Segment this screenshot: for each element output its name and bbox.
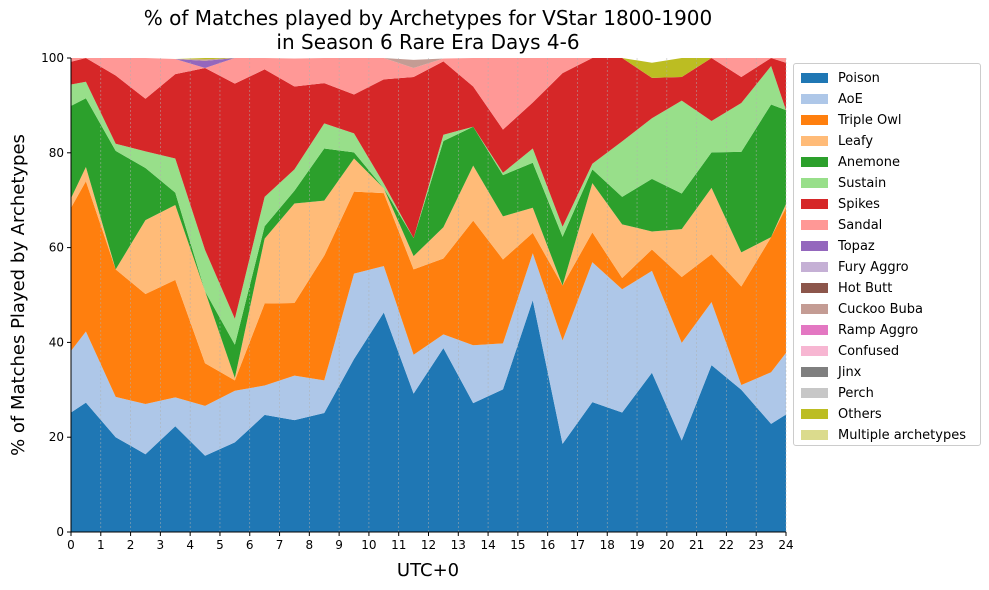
x-tick-label: 12 [421,538,436,552]
legend-swatch [801,346,828,356]
legend-label: Anemone [838,154,900,170]
x-tick-label: 1 [97,538,105,552]
legend-swatch [801,283,828,293]
area-leafy [71,158,786,381]
legend-item-aoe: AoE [801,89,863,109]
chart-title-line-1: % of Matches played by Archetypes for VS… [144,6,713,30]
x-tick-label: 20 [659,538,674,552]
x-tick-label: 6 [246,538,254,552]
legend-swatch [801,178,828,188]
legend-label: Leafy [838,133,874,149]
x-tick-label: 19 [629,538,644,552]
legend-label: Multiple archetypes [838,427,966,443]
legend-item-sandal: Sandal [801,215,882,235]
x-tick-label: 17 [570,538,585,552]
legend-label: Jinx [838,364,862,380]
legend-label: Sandal [838,217,883,233]
legend-item-poison: Poison [801,68,880,88]
y-tick-label: 40 [49,335,64,349]
legend-item-triple-owl: Triple Owl [801,110,901,130]
legend-swatch [801,220,828,230]
legend-item-perch: Perch [801,383,874,403]
legend-item-confused: Confused [801,341,899,361]
legend-item-multiple-archetypes: Multiple archetypes [801,425,966,445]
y-tick-label: 0 [56,525,64,539]
legend-label: Topaz [838,238,875,254]
x-tick-label: 4 [186,538,194,552]
legend-label: AoE [838,91,863,107]
legend-swatch [801,73,828,83]
legend-item-others: Others [801,404,882,424]
x-tick-label: 11 [391,538,406,552]
legend-swatch [801,262,828,272]
legend-swatch [801,388,828,398]
y-ticks: 0 20 40 60 80 100 [41,51,71,539]
x-tick-label: 18 [600,538,615,552]
y-tick-label: 60 [49,241,64,255]
x-tick-label: 3 [157,538,165,552]
x-tick-label: 14 [480,538,495,552]
legend-swatch [801,94,828,104]
legend-swatch [801,430,828,440]
area-triple-owl [71,181,786,406]
legend-label: Sustain [838,175,887,191]
x-tick-label: 23 [749,538,764,552]
y-axis-label: % of Matches Played by Archetypes [8,134,29,456]
y-tick-label: 100 [41,51,64,65]
area-others [71,58,786,78]
legend-item-topaz: Topaz [801,236,875,256]
legend-item-jinx: Jinx [801,362,861,382]
legend-item-hot-butt: Hot Butt [801,278,892,298]
legend-swatch [801,157,828,167]
x-tick-label: 5 [216,538,224,552]
area-cuckoo-buba [71,58,786,78]
legend-swatch [801,409,828,419]
x-tick-label: 16 [540,538,555,552]
legend-label: Cuckoo Buba [838,301,923,317]
x-ticks: 0 1 2 3 4 5 6 7 8 9 10 11 12 13 14 15 16 17 18 19 20 21 22 23 24 [67,532,794,552]
legend-label: Triple Owl [838,112,902,128]
legend-label: Ramp Aggro [838,322,919,338]
x-tick-label: 0 [67,538,75,552]
legend-swatch [801,199,828,209]
y-tick-label: 80 [49,146,64,160]
legend-label: Spikes [838,196,880,212]
legend-label: Poison [838,70,880,86]
legend-item-sustain: Sustain [801,173,886,193]
legend-swatch [801,304,828,314]
legend-item-fury-aggro: Fury Aggro [801,257,909,277]
x-tick-label: 15 [510,538,525,552]
x-tick-label: 10 [361,538,376,552]
x-tick-label: 8 [306,538,314,552]
legend-item-leafy: Leafy [801,131,873,151]
x-tick-label: 13 [451,538,466,552]
legend-label: Confused [838,343,900,359]
chart-title-line-2: in Season 6 Rare Era Days 4-6 [276,30,579,54]
legend-swatch [801,325,828,335]
legend-label: Fury Aggro [838,259,909,275]
x-tick-label: 22 [719,538,734,552]
x-tick-label: 21 [689,538,704,552]
legend-item-cuckoo-buba: Cuckoo Buba [801,299,923,319]
legend: Poison AoE Triple Owl Leafy Anemone Sustain Sp… [793,63,981,446]
legend-label: Perch [838,385,874,401]
x-tick-label: 24 [778,538,793,552]
legend-label: Hot Butt [838,280,893,296]
legend-swatch [801,136,828,146]
legend-label: Others [838,406,882,422]
x-tick-label: 9 [335,538,343,552]
legend-item-anemone: Anemone [801,152,900,172]
legend-swatch [801,115,828,125]
legend-item-ramp-aggro: Ramp Aggro [801,320,918,340]
legend-swatch [801,367,828,377]
x-axis-label: UTC+0 [397,560,459,581]
y-tick-label: 20 [49,430,64,444]
vertical-gridlines [100,58,787,532]
legend-item-spikes: Spikes [801,194,880,214]
x-tick-label: 2 [127,538,135,552]
legend-swatch [801,241,828,251]
x-tick-label: 7 [276,538,284,552]
